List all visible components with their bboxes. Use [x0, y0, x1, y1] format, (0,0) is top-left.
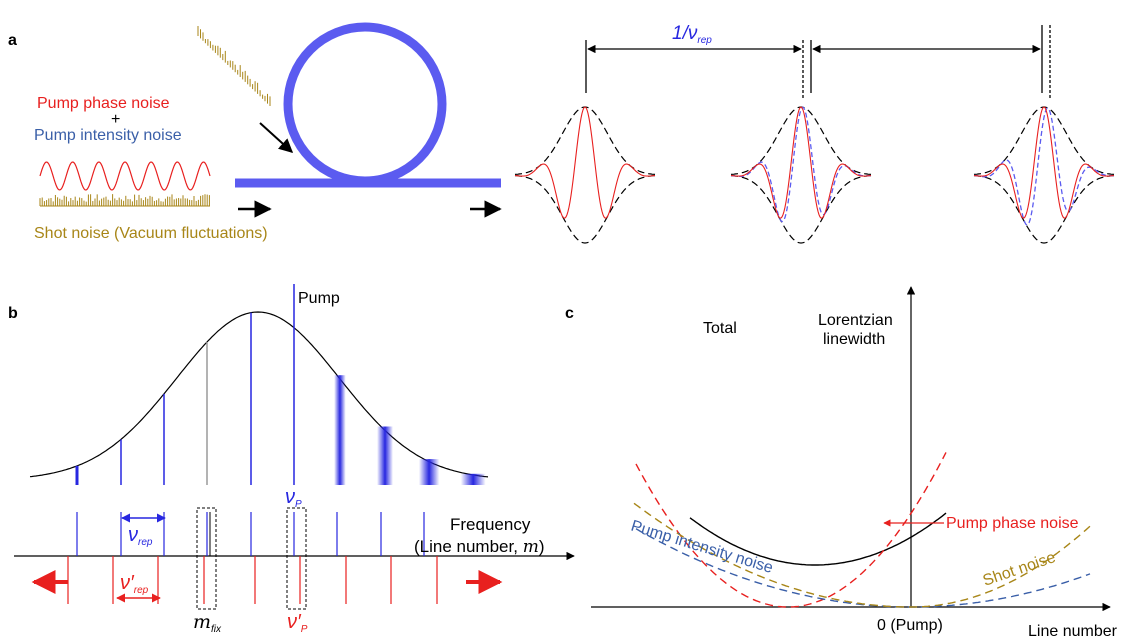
pulse-carrier	[973, 106, 1115, 219]
frequency-label: Frequency	[450, 515, 531, 534]
panel-b-label: b	[8, 305, 18, 322]
shot-noise-c-label: Shot noise	[981, 549, 1058, 590]
pulse-carrier	[730, 106, 872, 219]
nu-rep-label: νrep	[128, 524, 153, 548]
pulse-envelope-bottom	[730, 175, 872, 244]
pulse-carrier-shifted	[730, 106, 871, 223]
line-number-label: (Line number, m)	[414, 537, 544, 557]
comb-line-broadened	[418, 459, 440, 485]
coupling-arrow	[259, 122, 294, 153]
nu-p-prime-label: ν′P	[287, 611, 308, 635]
pump-label: Pump	[298, 290, 340, 307]
shot-noise-curve	[633, 502, 1091, 608]
pulse-envelope-top	[514, 106, 656, 175]
comb-line-broadened	[334, 375, 346, 485]
nu-rep-prime-label: ν′rep	[120, 572, 149, 596]
pulse-train	[514, 106, 1115, 244]
pump-intensity-noise-label: Pump intensity noise	[34, 127, 182, 144]
pump-phase-noise-label: Pump phase noise	[37, 95, 170, 112]
plus-sign: +	[111, 111, 120, 128]
panel-c-label: c	[565, 305, 574, 322]
pulse-envelope-bottom	[973, 175, 1115, 244]
linewidth-label: linewidth	[823, 331, 885, 348]
zero-pump-label: 0 (Pump)	[877, 617, 943, 634]
line-number-c-label: Line number	[1028, 623, 1118, 639]
shot-noise-bars	[39, 194, 210, 207]
m-fix-label: mfix	[193, 611, 222, 635]
comb-line-broadened	[460, 473, 486, 485]
pulse-carrier	[514, 106, 656, 219]
pump-phase-noise-curve	[635, 452, 947, 608]
ring-resonator	[283, 22, 447, 186]
nu-p-label: νP	[285, 486, 302, 510]
comb-envelope	[29, 311, 489, 478]
pump-phase-noise-c-label: Pump phase noise	[946, 515, 1079, 532]
comb-line-broadened	[377, 426, 393, 485]
injected-shot-noise	[197, 26, 271, 106]
pump-line-box	[286, 507, 307, 610]
lorentzian-label: Lorentzian	[818, 312, 893, 329]
period-label: 1/νrep	[672, 23, 712, 46]
shot-noise-label: Shot noise (Vacuum fluctuations)	[34, 225, 268, 242]
pulse-carrier-shifted	[973, 107, 1115, 226]
total-linewidth-curve	[689, 512, 947, 566]
comb-lines	[75, 284, 486, 485]
red-lower-ticks	[67, 556, 438, 604]
panel-a-label: a	[8, 32, 17, 49]
total-label: Total	[703, 320, 737, 337]
pulse-envelope-bottom	[514, 175, 656, 244]
pump-phase-sine-wave	[39, 161, 211, 191]
pulse-envelope-top	[730, 106, 872, 175]
